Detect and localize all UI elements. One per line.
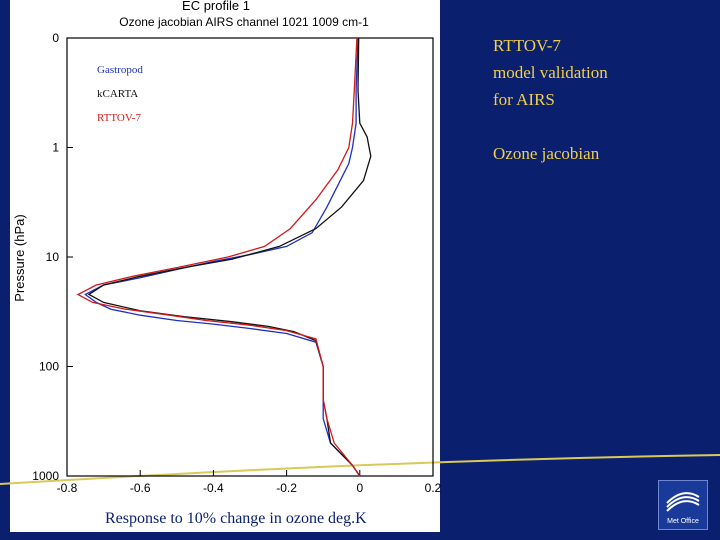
bottom-caption: Response to 10% change in ozone deg.K [105,510,367,527]
side-subtitle: Ozone jacobian [493,144,600,163]
x-tick-label: -0.6 [130,481,151,495]
x-axis-ticks: -0.8 -0.6 -0.4 -0.2 0 0.2 [57,470,442,495]
legend-entry: Gastropod [97,64,143,76]
legend-entry: kCARTA [97,88,138,100]
y-tick-label: 1000 [32,469,59,483]
chart-subtitle: Ozone jacobian AIRS channel 1021 1009 cm… [119,15,369,29]
y-axis-label: Pressure (hPa) [12,214,27,301]
plot-frame [66,37,434,477]
accent-curve [0,454,720,485]
legend-entry: RTTOV-7 [97,112,141,124]
x-tick-label: -0.2 [276,481,297,495]
y-axis-ticks: 0 1 10 100 1000 [32,31,73,483]
x-tick-label: 0 [356,481,363,495]
side-title: RTTOV-7 model validation for AIRS [493,32,608,113]
chart-panel [10,0,440,532]
x-tick-label: -0.8 [57,481,78,495]
chart-title: EC profile 1 [182,0,250,13]
logo-text: Met Office [667,518,699,525]
x-tick-label: 0.2 [425,481,442,495]
series-line-rttov-7 [76,37,361,477]
wave-icon [666,492,700,512]
y-tick-label: 100 [39,360,59,374]
y-tick-label: 0 [52,31,59,45]
x-tick-label: -0.4 [203,481,224,495]
chart-legend: Gastropod kCARTA RTTOV-7 [97,64,143,124]
side-title-line-1: RTTOV-7 [493,36,561,55]
y-tick-label: 10 [46,250,60,264]
series-line-gastropod [84,37,361,477]
side-title-line-2: model validation [493,63,608,82]
met-office-logo: Met Office [658,480,708,530]
y-tick-label: 1 [52,141,59,155]
side-title-line-3: for AIRS [493,90,555,109]
series-lines [76,37,372,477]
